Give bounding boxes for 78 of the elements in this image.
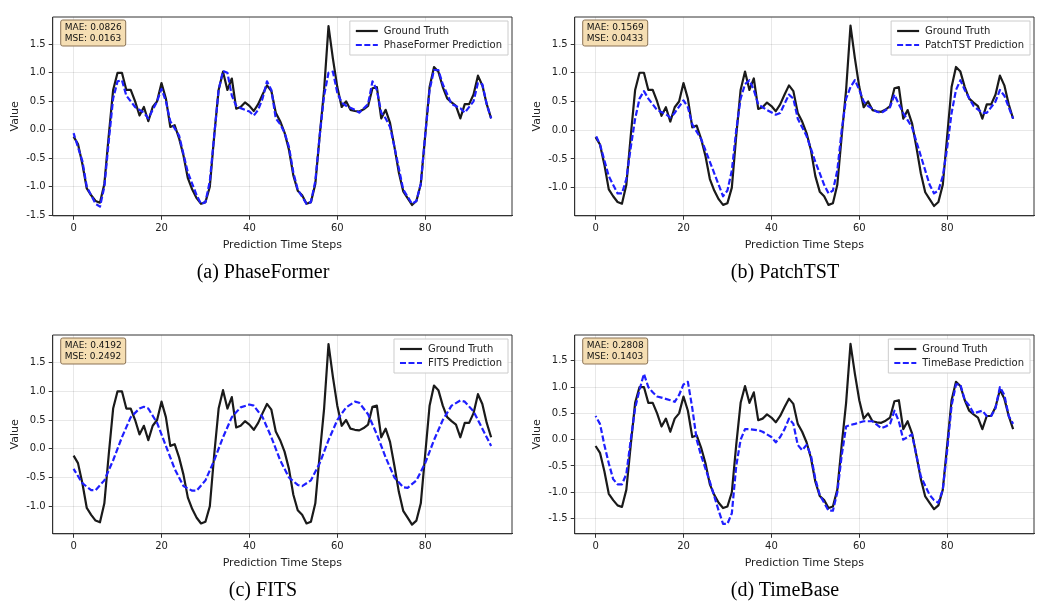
legend-label: Ground Truth <box>383 24 450 36</box>
annotation: MSE: 0.0433 <box>586 32 644 43</box>
y-axis-title: Value <box>8 419 22 450</box>
annotation: MAE: 0.4192 <box>64 339 122 350</box>
y-tick-label: -1.5 <box>26 208 46 220</box>
text: (c) FITS <box>227 578 299 601</box>
x-tick-label: 20 <box>677 540 690 552</box>
y-axis-title: Value <box>530 419 544 450</box>
x-tick-label: 40 <box>243 540 256 552</box>
line-series <box>594 372 1015 525</box>
y-tick-label: 0.0 <box>551 123 568 135</box>
y-axis-title: Value <box>530 101 544 132</box>
legend-label: PhaseFormer Prediction <box>383 38 502 50</box>
legend-label: Ground Truth <box>925 24 991 36</box>
annotation: MAE: 0.0826 <box>64 21 122 32</box>
y-tick-label: 1.5 <box>29 37 46 49</box>
y-tick-label: 1.5 <box>551 354 568 366</box>
legend-label: TimeBase Prediction <box>921 356 1025 368</box>
y-tick-label: 0.5 <box>29 94 46 106</box>
x-tick-label: 80 <box>418 222 432 234</box>
y-tick-label: -0.5 <box>26 471 46 483</box>
y-tick-label: 1.5 <box>551 37 568 49</box>
x-axis-title: Prediction Time Steps <box>222 556 343 570</box>
x-tick-label: 40 <box>243 222 256 234</box>
y-tick-label: 1.0 <box>29 66 46 78</box>
y-tick-label: -1.0 <box>26 499 46 511</box>
x-tick-label: 60 <box>852 540 866 552</box>
text: (d) TimeBase <box>729 578 841 601</box>
y-tick-label: 1.0 <box>551 66 568 78</box>
x-tick-label: 80 <box>418 540 432 552</box>
annotation: MSE: 0.2492 <box>64 350 122 361</box>
x-tick-label: 60 <box>330 222 344 234</box>
y-tick-label: 0.0 <box>29 123 46 135</box>
y-tick-label: -0.5 <box>26 151 46 163</box>
x-tick-label: 20 <box>677 222 690 234</box>
legend-label: Ground Truth <box>922 342 988 354</box>
legend-label: FITS Prediction <box>427 356 502 368</box>
annotation: MSE: 0.1403 <box>586 350 644 361</box>
x-tick-label: 0 <box>592 222 599 234</box>
x-tick-label: 40 <box>765 540 778 552</box>
y-tick-label: 1.0 <box>551 380 568 392</box>
y-tick-label: 0.5 <box>551 95 568 107</box>
text: (a) PhaseFormer <box>195 260 331 283</box>
x-tick-label: 0 <box>70 222 77 234</box>
line-series <box>72 68 493 208</box>
x-tick-label: 40 <box>765 222 778 234</box>
y-tick-label: -1.0 <box>548 485 568 497</box>
annotation: MAE: 0.1569 <box>586 21 644 32</box>
x-axis-title: Prediction Time Steps <box>222 238 343 252</box>
y-axis-title: Value <box>8 101 22 132</box>
y-tick-label: -1.5 <box>548 512 568 524</box>
y-tick-label: 0.0 <box>29 442 46 454</box>
y-tick-label: 0.5 <box>29 413 46 425</box>
x-tick-label: 20 <box>155 222 168 234</box>
x-tick-label: 60 <box>330 540 344 552</box>
y-tick-label: 1.0 <box>29 384 46 396</box>
x-axis-title: Prediction Time Steps <box>744 556 865 570</box>
x-tick-label: 80 <box>940 222 954 234</box>
legend-label: PatchTST Prediction <box>925 38 1024 50</box>
x-tick-label: 60 <box>852 222 866 234</box>
legend-label: Ground Truth <box>427 342 494 354</box>
y-tick-label: 0.5 <box>551 406 568 418</box>
y-tick-label: -1.0 <box>26 180 46 192</box>
line-series <box>72 399 493 492</box>
line-series <box>594 79 1015 198</box>
x-tick-label: 0 <box>592 540 599 552</box>
x-tick-label: 20 <box>155 540 168 552</box>
x-tick-label: 80 <box>940 540 954 552</box>
annotation: MAE: 0.2808 <box>586 339 644 350</box>
y-tick-label: 0.0 <box>551 433 568 445</box>
y-tick-label: -0.5 <box>548 152 568 164</box>
y-tick-label: -1.0 <box>548 181 568 193</box>
y-tick-label: -0.5 <box>548 459 568 471</box>
x-axis-title: Prediction Time Steps <box>744 238 865 252</box>
text: (b) PatchTST <box>729 260 841 283</box>
y-tick-label: 1.5 <box>29 356 46 368</box>
annotation: MSE: 0.0163 <box>64 32 122 43</box>
x-tick-label: 0 <box>70 540 77 552</box>
